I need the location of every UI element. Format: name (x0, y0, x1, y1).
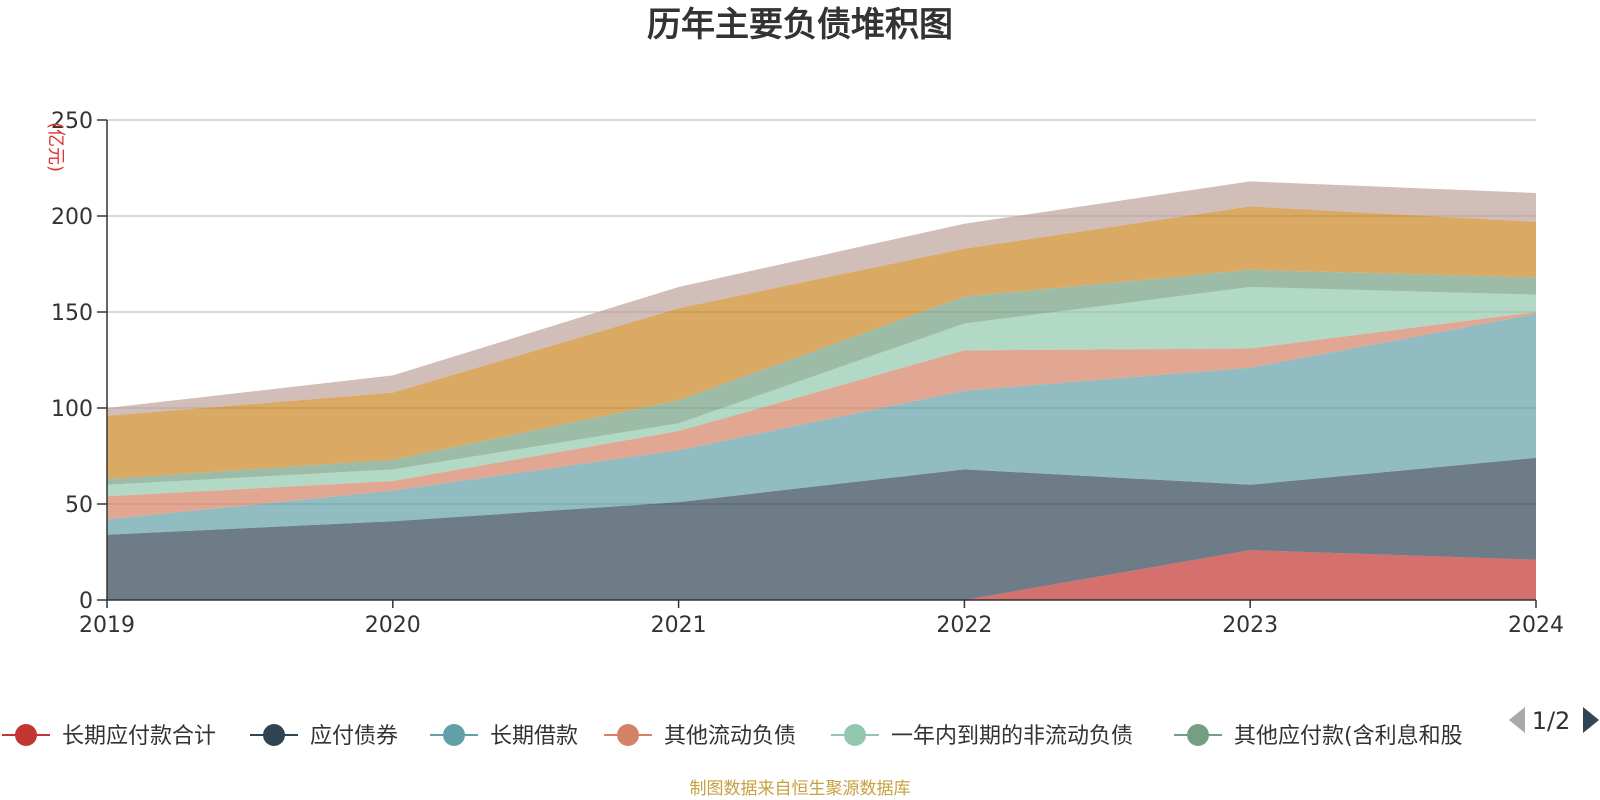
legend-item-6[interactable]: 其他应付款(含利息和股 (1174, 724, 1463, 749)
legend-label-4: 其他流动负债 (664, 724, 796, 749)
legend-marker-3 (443, 724, 465, 746)
area-series-group (107, 181, 1536, 600)
x-tick-label-2022: 2022 (936, 613, 992, 638)
x-tick-label-2024: 2024 (1508, 613, 1564, 638)
legend-item-4[interactable]: 其他流动负债 (604, 724, 796, 749)
x-tick-label-2023: 2023 (1222, 613, 1278, 638)
legend-marker-4 (617, 724, 639, 746)
area-series-3 (107, 313, 1536, 535)
legend-item-1[interactable]: 长期应付款合计 (2, 724, 216, 749)
x-tick-label-2021: 2021 (651, 613, 707, 638)
legend-label-5: 一年内到期的非流动负债 (891, 724, 1133, 749)
y-tick-label-150: 150 (51, 301, 93, 326)
data-source-note: 制图数据来自恒生聚源数据库 (690, 779, 911, 799)
legend-item-2[interactable]: 应付债券 (250, 724, 398, 749)
chart-title: 历年主要负债堆积图 (647, 5, 953, 45)
legend-label-2: 应付债券 (310, 724, 398, 749)
y-tick-label-200: 200 (51, 205, 93, 230)
area-series-7 (107, 206, 1536, 479)
legend-marker-5 (844, 724, 866, 746)
legend-item-5[interactable]: 一年内到期的非流动负债 (831, 724, 1133, 749)
area-series-2 (107, 457, 1536, 600)
y-tick-label-250: 250 (51, 109, 93, 134)
legend-marker-6 (1187, 724, 1209, 746)
legend: 长期应付款合计 应付债券 长期借款 其他流动负债 一年内到期的非流动负债 其他应付款(含利… (2, 724, 1463, 749)
legend-page-indicator: 1/2 (1532, 707, 1571, 735)
legend-marker-1 (15, 724, 37, 746)
legend-next-page-icon[interactable] (1583, 707, 1599, 733)
legend-pager: 1/2 (1509, 707, 1599, 735)
legend-label-3: 长期借款 (490, 724, 578, 749)
y-tick-label-100: 100 (51, 397, 93, 422)
area-series-5 (107, 287, 1536, 497)
area-series-4 (107, 312, 1536, 520)
y-tick-label-0: 0 (79, 589, 93, 614)
axes: 0 50 100 150 200 250 2019 2020 2021 2022 2023 2024 (51, 109, 1564, 638)
legend-item-3[interactable]: 长期借款 (430, 724, 578, 749)
legend-label-6: 其他应付款(含利息和股 (1234, 724, 1463, 749)
x-tick-label-2020: 2020 (365, 613, 421, 638)
area-series-8 (107, 181, 1536, 416)
area-series-1 (107, 550, 1536, 600)
legend-marker-2 (263, 724, 285, 746)
x-tick-label-2019: 2019 (79, 613, 135, 638)
y-tick-label-50: 50 (65, 493, 93, 518)
y-axis-unit: (亿元) (45, 122, 66, 172)
legend-prev-page-icon[interactable] (1509, 707, 1525, 733)
legend-label-1: 长期应付款合计 (62, 724, 216, 749)
